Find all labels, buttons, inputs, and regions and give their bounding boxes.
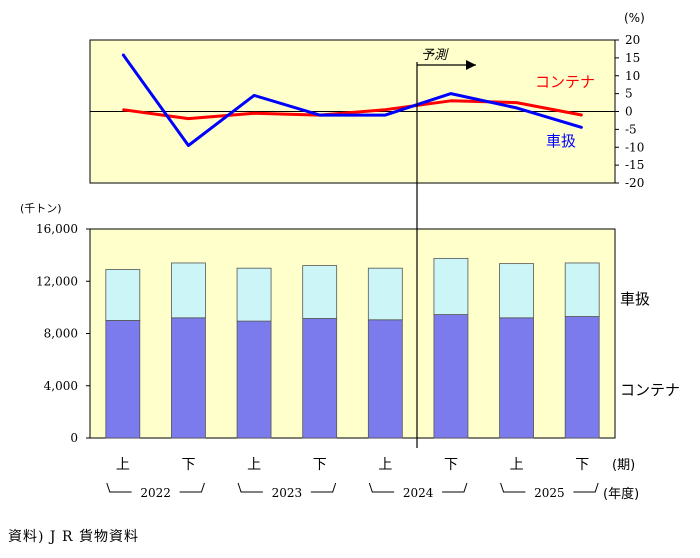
- line-y-tick-label: 5: [625, 87, 633, 101]
- line-point: [515, 101, 518, 104]
- line-y-tick-label: 20: [625, 33, 640, 47]
- bar-container: [236, 320, 272, 439]
- line-point: [253, 94, 255, 97]
- bar-container: [171, 317, 206, 439]
- x-category-label: 下: [575, 457, 589, 473]
- line-y-tick-label: 0: [625, 105, 633, 119]
- year-bracket-right: [310, 482, 337, 493]
- bar-y-tick-label: 12,000: [36, 274, 78, 288]
- line-point: [581, 126, 583, 129]
- bar-container: [367, 319, 403, 439]
- line-point: [318, 114, 321, 116]
- year-bracket-left: [106, 482, 132, 493]
- line-y-tick-label: 15: [625, 51, 640, 65]
- bar-wagon: [236, 267, 272, 322]
- x-category-label: 下: [181, 457, 195, 473]
- source-note: 資料) J R 貨物資料: [8, 529, 139, 545]
- year-bracket-left: [368, 482, 395, 493]
- bar-container: [564, 316, 600, 439]
- year-label-2025: 2025: [534, 486, 565, 500]
- line-point: [187, 117, 190, 120]
- bar-wagon: [499, 263, 534, 319]
- bar-container: [433, 314, 469, 439]
- line-point: [122, 53, 124, 56]
- bar-y-tick-label: 16,000: [36, 222, 78, 236]
- bar-unit-label: (千トン): [20, 202, 62, 215]
- line-y-tick-label: -15: [625, 158, 644, 172]
- line-point: [384, 114, 387, 116]
- bar-wagon: [105, 269, 141, 321]
- year-label-2023: 2023: [272, 486, 303, 500]
- bar-y-tick-label: 4,000: [44, 379, 78, 393]
- line-point: [384, 108, 387, 111]
- bar-y-tick-label: 8,000: [44, 327, 78, 341]
- line-y-tick-label: -10: [625, 140, 644, 154]
- bar-legend-wagon: 車扱: [620, 290, 650, 308]
- bar-wagon: [171, 262, 206, 319]
- line-unit-label: (%): [624, 11, 645, 25]
- x-category-label: 上: [510, 457, 524, 473]
- year-label-2024: 2024: [403, 486, 434, 500]
- line-legend-container: コンテナ: [535, 73, 595, 91]
- bar-y-tick-label: 0: [70, 431, 78, 445]
- line-series-wagon: [121, 53, 583, 147]
- x-category-label: 上: [378, 457, 392, 473]
- year-label-2022: 2022: [140, 486, 171, 500]
- year-bracket-right: [573, 482, 599, 493]
- year-label: (年度): [603, 486, 639, 502]
- x-category-label: 上: [116, 457, 130, 473]
- bar-wagon: [367, 267, 403, 321]
- x-category-label: 下: [444, 457, 458, 473]
- line-y-tick-label: 10: [625, 69, 640, 83]
- bar-wagon: [433, 257, 469, 315]
- line-point: [122, 108, 124, 111]
- line-point: [450, 99, 452, 102]
- bar-container: [105, 320, 141, 439]
- line-point: [581, 114, 583, 116]
- bar-container: [302, 318, 338, 439]
- year-bracket-right: [179, 482, 205, 493]
- line-point: [253, 112, 255, 115]
- line-y-tick-label: -20: [625, 176, 644, 190]
- forecast-arrow-head: [466, 60, 476, 70]
- line-point: [515, 107, 518, 109]
- year-bracket-left: [237, 482, 263, 493]
- bar-container: [499, 317, 534, 439]
- period-label: (期): [612, 458, 635, 473]
- line-legend-wagon: 車扱: [546, 132, 576, 150]
- bar-legend-container: コンテナ: [620, 381, 680, 399]
- line-series-container: [122, 99, 583, 121]
- year-bracket-left: [500, 482, 526, 493]
- line-point: [187, 144, 190, 147]
- forecast-label: 予測: [421, 48, 449, 63]
- line-point: [450, 92, 452, 95]
- year-bracket-right: [442, 482, 468, 493]
- bar-plot-area: [89, 228, 616, 439]
- line-y-tick-label: -5: [625, 122, 637, 136]
- bar-wagon: [564, 262, 600, 317]
- x-category-label: 上: [247, 457, 261, 473]
- x-category-label: 下: [313, 457, 327, 473]
- bar-wagon: [302, 265, 338, 319]
- chart-canvas: 20151050-5-10-15-20(%)コンテナ車扱16,00012,000…: [20, 11, 680, 502]
